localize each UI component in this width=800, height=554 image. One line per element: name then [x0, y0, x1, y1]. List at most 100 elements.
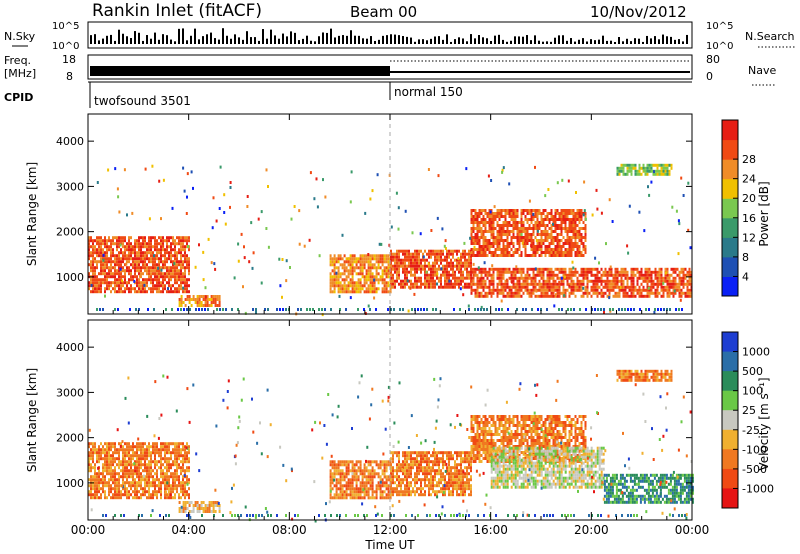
echo-cell: [518, 291, 521, 295]
nsky-bar: [178, 28, 180, 44]
echo-cell: [506, 245, 509, 248]
echo-cell: [584, 248, 587, 251]
echo-cell: [416, 252, 418, 256]
echo-cell: [524, 288, 527, 292]
echo-cell: [540, 218, 543, 221]
echo-cell: [146, 272, 148, 276]
echo-cell: [176, 269, 178, 273]
echo-cell: [424, 264, 426, 268]
echo-cell: [357, 490, 360, 494]
echo-cell: [650, 166, 653, 170]
echo-cell: [208, 304, 211, 307]
echo-cell: [176, 445, 178, 449]
echo-cell: [588, 270, 591, 274]
nsky-bar: [602, 35, 604, 44]
echo-cell: [152, 496, 154, 500]
echo-cell: [349, 263, 352, 267]
nsky-bar: [410, 37, 412, 44]
nsky-bar: [322, 32, 324, 44]
echo-cell: [186, 239, 188, 243]
echo-cell: [132, 475, 134, 479]
echo-cell: [432, 282, 434, 286]
nsky-bar: [342, 35, 344, 44]
echo-cell: [570, 248, 573, 251]
echo-cell: [548, 221, 551, 224]
echo-cell: [580, 212, 583, 215]
echo-cell: [343, 269, 346, 273]
echo-cell: [208, 298, 211, 301]
echo-cell: [174, 481, 176, 485]
echo-cell: [498, 242, 501, 245]
echo-cell: [123, 168, 126, 172]
echo-cell: [546, 233, 549, 236]
echo-cell: [436, 270, 438, 274]
echo-cell: [534, 285, 537, 289]
echo-cell: [640, 291, 643, 295]
echo-cell: [556, 282, 559, 286]
echo-cell: [130, 251, 132, 255]
echo-cell: [564, 267, 567, 271]
echo-cell: [180, 295, 183, 298]
echo-cell: [500, 251, 503, 254]
echo-cell: [532, 285, 535, 289]
echo-cell: [333, 469, 336, 473]
echo-cell: [144, 281, 146, 285]
echo-cell: [166, 448, 168, 452]
echo-cell: [156, 251, 158, 255]
echo-cell: [379, 260, 382, 264]
echo-cell: [426, 252, 428, 256]
echo-cell: [432, 285, 434, 289]
echo-cell: [130, 487, 132, 491]
echo-cell: [476, 282, 479, 286]
echo-cell: [540, 291, 543, 295]
echo-cell: [684, 291, 687, 295]
echo-cell: [182, 507, 185, 510]
echo-cell: [540, 212, 543, 215]
echo-cell: [502, 209, 505, 212]
echo-cell: [114, 490, 116, 494]
echo-cell: [128, 490, 130, 494]
echo-cell: [174, 257, 176, 261]
echo-cell: [468, 249, 470, 253]
echo-cell: [520, 224, 523, 227]
echo-cell: [578, 251, 581, 254]
echo-cell: [146, 478, 148, 482]
echo-cell: [94, 463, 96, 467]
echo-cell: [385, 460, 388, 464]
echo-cell: [576, 230, 579, 233]
echo-cell: [168, 466, 170, 470]
echo-cell: [417, 308, 419, 311]
echo-cell: [520, 270, 523, 274]
echo-cell: [512, 227, 515, 230]
echo-cell: [102, 469, 104, 473]
echo-cell: [472, 224, 475, 227]
echo-cell: [180, 281, 182, 285]
echo-cell: [560, 230, 563, 233]
echo-cell: [210, 501, 213, 504]
echo-cell: [446, 255, 448, 259]
echo-cell: [460, 276, 462, 280]
echo-cell: [524, 251, 527, 254]
echo-cell: [131, 211, 134, 215]
echo-cell: [542, 291, 545, 295]
echo-cell: [672, 294, 675, 298]
echo-cell: [118, 236, 120, 240]
echo-cell: [434, 264, 436, 268]
echo-cell: [480, 279, 483, 283]
echo-cell: [686, 270, 689, 274]
echo-cell: [450, 285, 452, 289]
echo-cell: [331, 496, 334, 500]
echo-cell: [434, 279, 436, 283]
echo-cell: [333, 263, 336, 267]
echo-cell: [472, 267, 475, 271]
echo-cell: [678, 294, 681, 298]
echo-cell: [552, 218, 555, 221]
echo-cell: [136, 463, 138, 467]
echo-cell: [672, 270, 675, 274]
echo-cell: [500, 299, 503, 303]
echo-cell: [424, 258, 426, 262]
echo-cell: [436, 272, 439, 276]
echo-cell: [560, 224, 563, 227]
echo-cell: [134, 466, 136, 470]
echo-cell: [482, 285, 485, 289]
